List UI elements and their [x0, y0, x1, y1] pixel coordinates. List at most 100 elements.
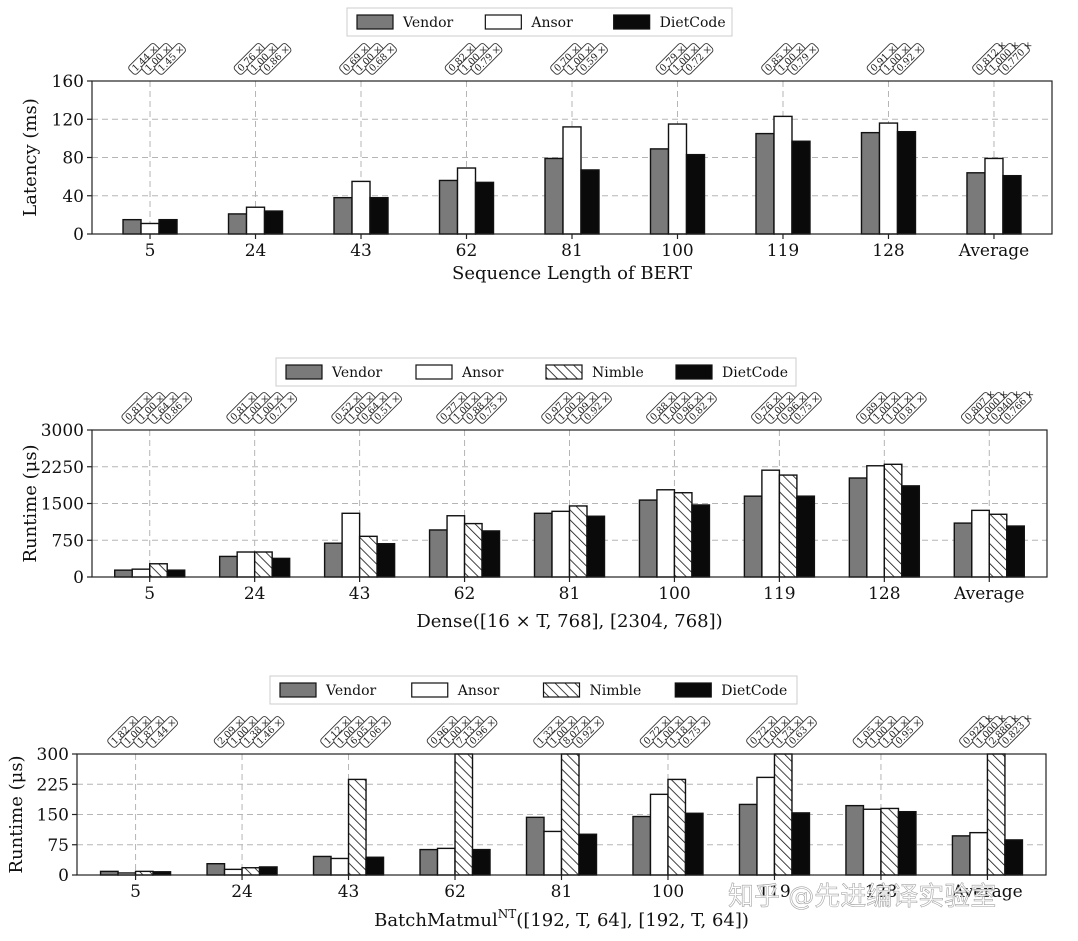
x-axis-title-rest: ([192, T, 64], [192, T, 64]) [516, 910, 749, 931]
bar-nimble-100 [667, 778, 687, 876]
bar-ansor-62 [446, 515, 466, 578]
legend-label-ansor: Ansor [530, 15, 573, 31]
bar-vendor-62 [419, 848, 439, 876]
x-tick-label: 128 [865, 882, 897, 902]
legend-swatch-dietcode [675, 364, 713, 380]
bar-ansor-43 [341, 512, 361, 578]
speedup-badge-box [359, 716, 391, 748]
y-tick-label: 120 [52, 110, 84, 130]
bar-ansor-128 [866, 465, 886, 578]
bar-nimble-43 [358, 535, 378, 578]
bar-vendor-5 [114, 569, 133, 578]
speedup-badge-box [160, 392, 193, 424]
x-tick-label: 81 [559, 584, 581, 604]
bar-nimble-128 [880, 807, 900, 876]
bar-nimble-24 [253, 551, 273, 578]
speedup-badge-box [365, 43, 397, 75]
bar-nimble-128 [883, 463, 903, 578]
bar-nimble-100 [673, 492, 693, 578]
bar-dietcode-average [1002, 174, 1022, 235]
bar-dietcode-128 [897, 810, 917, 876]
bar-dietcode-100 [685, 153, 706, 235]
legend-swatch-ansor [411, 682, 449, 698]
y-tick-label: 75 [47, 836, 69, 856]
x-tick-label: 119 [758, 882, 790, 902]
bar-dietcode-100 [691, 504, 711, 578]
bar-vendor-5 [122, 218, 142, 235]
x-tick-label: 62 [456, 241, 478, 261]
x-axis-title: BatchMatmulNT([192, T, 64], [192, T, 64]… [374, 907, 749, 931]
legend-label-nimble: Nimble [590, 683, 642, 699]
bar-vendor-average [951, 835, 971, 876]
speedup-badge-box [895, 392, 927, 424]
bar-nimble-62 [454, 753, 474, 876]
legend-label-ansor: Ansor [461, 365, 504, 381]
chart-dense-runtime: 0 750 1500 2250 3000 5 24 43 62 81 100 119 128 Averag… [20, 357, 1048, 632]
speedup-badge-box [580, 392, 612, 424]
bar-vendor-119 [738, 803, 758, 876]
bar-dietcode-128 [901, 485, 921, 578]
bar-ansor-81 [562, 126, 582, 235]
bar-ansor-119 [773, 115, 793, 235]
bar-dietcode-81 [578, 833, 598, 876]
speedup-badge-box [790, 392, 822, 424]
bar-ansor-128 [878, 122, 899, 235]
bar-dietcode-119 [791, 140, 811, 235]
bar-ansor-24 [223, 868, 243, 876]
x-tick-label: 62 [454, 584, 476, 604]
x-tick-label: 100 [652, 882, 684, 902]
x-axis-title: Dense([16 × T, 768], [2304, 768]) [416, 611, 722, 632]
bar-dietcode-119 [796, 495, 816, 578]
bar-ansor-119 [761, 469, 781, 578]
watermark: 知乎 @先进编译实验室 [728, 882, 996, 912]
bar-ansor-62 [436, 847, 456, 876]
y-axis-title: Runtime (μs) [20, 444, 41, 562]
bar-nimble-119 [773, 753, 793, 876]
bar-vendor-43 [312, 855, 332, 876]
x-tick-label: 81 [551, 882, 573, 902]
y-axis-title: Latency (ms) [20, 98, 41, 217]
x-axis-title-sup: NT [498, 907, 517, 921]
speedup-badge-box [681, 43, 714, 75]
speedup-badge-box [252, 716, 285, 748]
legend-label-vendor: Vendor [402, 15, 454, 31]
bar-ansor-81 [543, 830, 563, 876]
bar-dietcode-128 [896, 130, 917, 235]
legend-swatch-nimble [545, 364, 583, 380]
x-tick-label: 128 [872, 241, 904, 261]
x-tick-label: 24 [244, 584, 266, 604]
bar-vendor-81 [544, 157, 564, 235]
bar-vendor-43 [323, 542, 343, 578]
legend-label-dietcode: DietCode [660, 15, 726, 31]
speedup-badge-box [1000, 392, 1032, 424]
y-tick-label: 3000 [41, 421, 84, 441]
x-tick-label: 100 [661, 241, 693, 261]
bar-nimble-81 [568, 505, 588, 578]
bar-vendor-128 [860, 131, 881, 235]
bar-nimble-43 [347, 778, 367, 876]
y-axis-title: Runtime (μs) [6, 755, 27, 873]
bar-ansor-5 [140, 222, 160, 235]
bar-nimble-average [986, 753, 1006, 876]
bar-dietcode-81 [580, 169, 600, 235]
legend-swatch-vendor [279, 682, 317, 698]
bar-dietcode-43 [365, 856, 385, 876]
x-tick-label: Average [958, 241, 1029, 261]
bar-nimble-average [988, 513, 1008, 578]
bar-vendor-43 [333, 196, 353, 235]
speedup-badge-box [998, 716, 1030, 748]
x-tick-label: 43 [350, 241, 372, 261]
bar-nimble-24 [241, 867, 261, 876]
legend-label-nimble: Nimble [592, 365, 644, 381]
speedup-badge-box [259, 43, 292, 75]
speedup-badge-box [892, 43, 925, 75]
bar-ansor-43 [330, 857, 350, 876]
bar-nimble-119 [778, 474, 798, 578]
bar-ansor-100 [649, 793, 669, 876]
legend-swatch-ansor [484, 14, 522, 30]
legend-swatch-dietcode [613, 14, 651, 30]
x-tick-label: 5 [144, 584, 155, 604]
x-tick-label: 43 [349, 584, 371, 604]
y-tick-label: 0 [73, 568, 84, 588]
speedup-badge-box [154, 43, 186, 75]
